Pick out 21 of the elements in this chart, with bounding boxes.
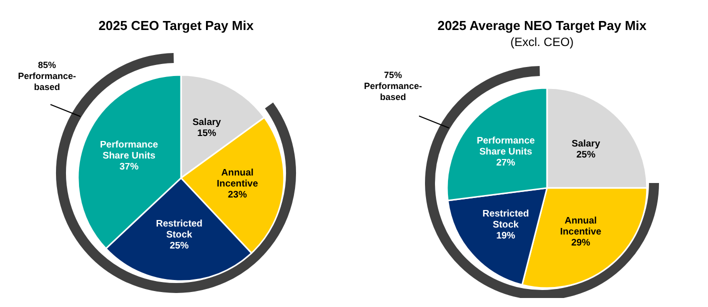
data-label: 19% — [496, 230, 516, 241]
data-label: 27% — [496, 157, 516, 168]
chart-title: 2025 Average NEO Target Pay Mix — [436, 18, 648, 33]
slice-label: Restricted Stock — [156, 218, 203, 240]
data-label: 37% — [120, 161, 140, 172]
data-label: 25% — [576, 149, 596, 160]
data-label: 23% — [228, 188, 248, 200]
slice-label: Performance Share Units — [100, 139, 158, 162]
chart-title: 2025 CEO Target Pay Mix — [97, 18, 255, 33]
slice-label: Performance Share Units — [476, 135, 535, 158]
data-label: 25% — [170, 240, 190, 252]
slice-label: Annual Incentive — [216, 166, 258, 189]
data-label: 15% — [197, 128, 217, 139]
chart-subtitle: (Excl. CEO) — [509, 35, 575, 49]
slice-label: Annual Incentive — [560, 214, 602, 237]
slice-label: Salary — [192, 116, 222, 128]
text: 85% Performance-based — [16, 60, 78, 93]
slice-label: Salary — [572, 138, 601, 150]
data-label: 29% — [571, 236, 591, 248]
slice-label: Restricted Stock — [482, 208, 530, 230]
text: 75% Performance-based — [362, 70, 424, 103]
